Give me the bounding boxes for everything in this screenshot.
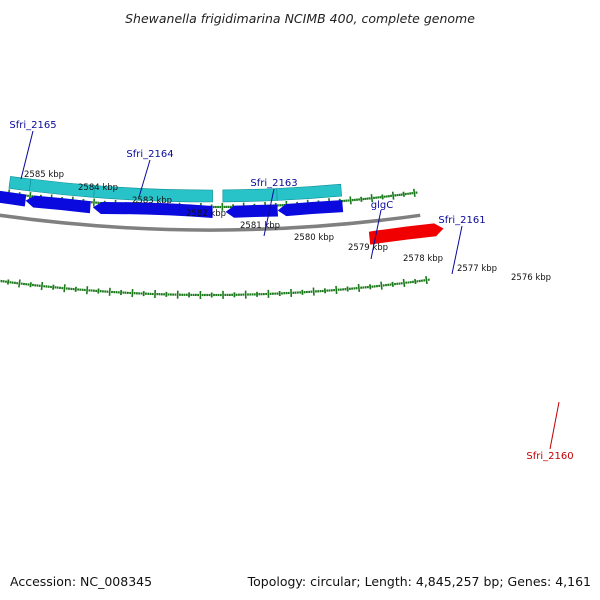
inner-tick: [40, 281, 44, 291]
inner-tick: [52, 284, 55, 290]
inner-tick: [63, 284, 66, 293]
inner-tick: [380, 281, 383, 290]
leader-glgc: [370, 209, 382, 260]
gene-feature-track: [8, 176, 343, 203]
cds-arrow-sfri-2163[interactable]: [92, 201, 213, 218]
outer-tick: [381, 194, 384, 200]
cds-arrow-glgc[interactable]: [225, 204, 278, 218]
leader-sfri-2164: [138, 159, 151, 198]
scale-label: 2584 kbp: [78, 183, 118, 193]
scale-labels: 2585 kbp 2584 kbp 2583 kbp 2582 kbp 2581…: [24, 170, 551, 283]
scale-label: 2581 kbp: [240, 221, 280, 231]
inner-tick: [312, 287, 315, 296]
inner-tick: [402, 278, 406, 288]
gene-label-sfri-2160[interactable]: Sfri_2160: [526, 451, 573, 462]
leader-sfri-2161: [451, 225, 463, 275]
inner-tick: [108, 287, 111, 296]
inner-tick: [6, 279, 10, 285]
scale-label: 2576 kbp: [511, 273, 551, 283]
cds-arrow-sfri-2165[interactable]: [0, 189, 27, 207]
gene-label-sfri-2163[interactable]: Sfri_2163: [250, 178, 297, 189]
scale-label: 2582 kbp: [186, 209, 226, 219]
gene-labels: Sfri_2165 Sfri_2164 Sfri_2163 glgC Sfri_…: [9, 120, 573, 462]
inner-tick: [29, 282, 32, 288]
gene-band-sfri-2163[interactable]: [93, 185, 213, 203]
accession-text: Accession: NC_008345: [10, 574, 152, 589]
cds-arrow-sfri-2164[interactable]: [25, 195, 91, 214]
outer-tick: [413, 188, 416, 197]
genome-summary-text: Topology: circular; Length: 4,845,257 bp…: [247, 574, 591, 589]
scale-label: 2585 kbp: [24, 170, 64, 180]
scale-label: 2583 kbp: [132, 196, 172, 206]
cds-track: [0, 189, 444, 245]
gene-label-sfri-2165[interactable]: Sfri_2165: [9, 120, 56, 131]
inner-tick: [18, 279, 21, 288]
scale-label: 2579 kbp: [348, 243, 388, 253]
scale-label: 2577 kbp: [457, 264, 497, 274]
outer-tick: [402, 191, 405, 197]
scale-label: 2580 kbp: [294, 233, 334, 243]
inner-tick-ring: [0, 275, 430, 299]
cds-arrow-sfri-2161[interactable]: [277, 200, 344, 217]
outer-tick: [92, 198, 96, 207]
gene-band-glgc[interactable]: [222, 188, 278, 203]
gene-label-glgc[interactable]: glgC: [371, 200, 393, 211]
gene-label-sfri-2161[interactable]: Sfri_2161: [438, 215, 485, 226]
outer-tick: [360, 196, 363, 202]
leader-sfri-2160: [549, 401, 560, 450]
gene-band-sfri-2161[interactable]: [276, 183, 343, 201]
inner-tick: [357, 283, 361, 292]
inner-tick: [391, 281, 394, 287]
gene-label-leaders: [20, 130, 560, 450]
map-title: Shewanella frigidimarina NCIMB 400, comp…: [125, 11, 475, 26]
inner-tick: [425, 275, 428, 285]
inner-tick: [335, 285, 338, 294]
leader-sfri-2165: [20, 130, 34, 180]
outer-tick: [391, 191, 395, 200]
outer-tick: [370, 194, 374, 203]
inner-tick: [369, 284, 372, 290]
leader-sfri-2163: [263, 188, 275, 237]
inner-tick: [86, 286, 89, 295]
cds-arrow-sfri-2160[interactable]: [368, 223, 444, 245]
inner-tick: [414, 278, 417, 285]
outer-tick: [349, 196, 352, 205]
backbone-ring: [0, 213, 421, 232]
scale-label: 2578 kbp: [403, 254, 443, 264]
gene-label-sfri-2164[interactable]: Sfri_2164: [126, 149, 173, 160]
